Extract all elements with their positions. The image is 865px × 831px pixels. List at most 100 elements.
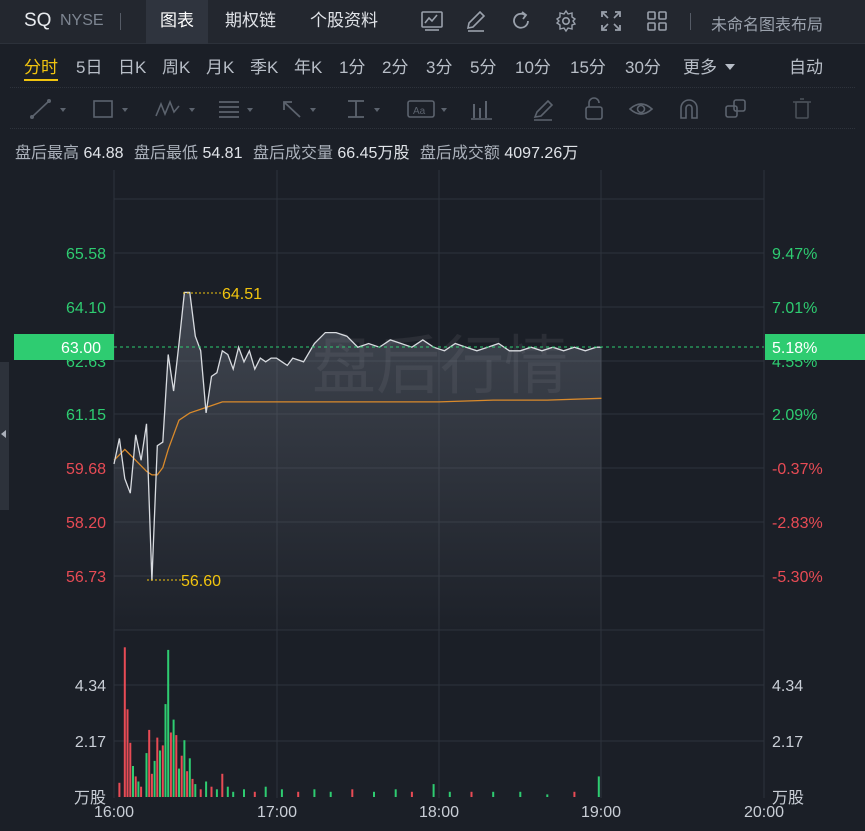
- edit-icon[interactable]: [463, 8, 489, 34]
- volume-bar: [172, 719, 175, 797]
- grid-layout-icon[interactable]: [644, 8, 670, 34]
- chevron-left-icon: [1, 430, 6, 438]
- volume-tick: 4.34: [772, 678, 803, 695]
- fullscreen-icon[interactable]: [598, 8, 624, 34]
- gear-icon[interactable]: [553, 8, 579, 34]
- magnet-icon[interactable]: [675, 96, 705, 122]
- period-yearly[interactable]: 年K: [294, 58, 323, 77]
- chart-settings-icon[interactable]: [419, 8, 445, 34]
- brush-icon[interactable]: [530, 96, 560, 122]
- volume-bar: [470, 791, 473, 797]
- tab-chart[interactable]: 图表: [146, 0, 208, 44]
- time-tick: 19:00: [581, 804, 621, 821]
- rectangle-tool-icon[interactable]: [90, 96, 132, 122]
- fibonacci-tool-icon[interactable]: [215, 96, 257, 122]
- volume-bar: [175, 735, 178, 797]
- price-area-fill: [114, 292, 602, 630]
- side-panel-toggle[interactable]: [0, 362, 9, 510]
- period-30min[interactable]: 30分: [625, 58, 661, 77]
- time-tick: 17:00: [257, 804, 297, 821]
- drawing-toolbar: Aa: [10, 87, 855, 129]
- period-quarterly[interactable]: 季K: [250, 58, 279, 77]
- volume-bar: [159, 750, 161, 797]
- text-tool-icon[interactable]: Aa: [405, 96, 453, 122]
- volume-axis-right: 4.34 2.17 万股: [772, 678, 804, 807]
- right-tick: -0.37%: [772, 461, 823, 478]
- arrow-tool-icon[interactable]: [278, 96, 320, 122]
- more-periods-dropdown[interactable]: 更多: [683, 53, 735, 78]
- volume-bar: [167, 649, 170, 797]
- line-tool-icon[interactable]: [28, 96, 70, 122]
- high-label: 盘后最高: [15, 145, 80, 162]
- volume-bar: [169, 732, 172, 797]
- volume-bar: [123, 647, 126, 797]
- volume-value: 66.45万股: [337, 145, 410, 162]
- volume-bar: [226, 786, 229, 797]
- active-period-indicator: [24, 79, 58, 81]
- tab-options-chain[interactable]: 期权链: [225, 11, 276, 30]
- volume-axis-left: 4.34 2.17 万股: [74, 678, 106, 807]
- layout-name[interactable]: 未命名图表布局: [711, 17, 824, 34]
- volume-unit: 万股: [74, 789, 106, 807]
- volume-bar: [410, 791, 413, 797]
- right-tick: -5.30%: [772, 569, 823, 586]
- ticker-symbol[interactable]: SQ: [24, 10, 52, 31]
- volume-bar: [153, 760, 156, 797]
- volume-bar: [132, 766, 134, 797]
- period-5min[interactable]: 5分: [470, 58, 497, 77]
- indicator-tool-icon[interactable]: [468, 96, 498, 122]
- clone-icon[interactable]: [722, 96, 752, 122]
- volume-bar: [215, 789, 218, 797]
- volume-bar: [145, 753, 148, 797]
- refresh-icon[interactable]: [508, 8, 534, 34]
- period-5day[interactable]: 5日: [76, 58, 103, 77]
- period-10min[interactable]: 10分: [515, 58, 551, 77]
- eye-icon[interactable]: [627, 96, 657, 122]
- auto-scale-toggle[interactable]: 自动: [789, 58, 823, 77]
- period-monthly[interactable]: 月K: [206, 58, 235, 77]
- volume-label: 盘后成交量: [252, 145, 333, 162]
- left-tick: 65.58: [66, 246, 106, 263]
- lock-icon[interactable]: [580, 96, 610, 122]
- right-tick: 9.47%: [772, 246, 817, 263]
- period-3min[interactable]: 3分: [426, 58, 453, 77]
- volume-bar: [150, 773, 153, 797]
- measure-tool-icon[interactable]: [342, 96, 384, 122]
- left-tick: 56.73: [66, 569, 106, 586]
- volume-bar: [126, 709, 129, 797]
- tab-company-profile[interactable]: 个股资料: [310, 11, 378, 30]
- volume-bar: [221, 773, 224, 797]
- left-tick: 59.68: [66, 461, 106, 478]
- left-price-axis: 65.58 64.10 62.63 61.15 59.68 58.20 56.7…: [66, 246, 106, 586]
- time-tick: 16:00: [94, 804, 134, 821]
- period-1min[interactable]: 1分: [339, 58, 366, 77]
- wave-tool-icon[interactable]: [153, 96, 201, 122]
- period-2min[interactable]: 2分: [382, 58, 409, 77]
- period-intraday[interactable]: 分时: [24, 58, 58, 77]
- trash-icon[interactable]: [788, 96, 818, 122]
- volume-bar: [199, 789, 202, 797]
- volume-bar: [573, 791, 576, 797]
- volume-bar: [313, 789, 316, 797]
- after-hours-stats: 盘后最高 64.88 盘后最低 54.81 盘后成交量 66.45万股 盘后成交…: [15, 139, 584, 163]
- volume-bar: [134, 776, 137, 797]
- period-daily[interactable]: 日K: [118, 58, 147, 77]
- chevron-down-icon: [725, 64, 735, 70]
- volume-unit: 万股: [772, 789, 804, 807]
- right-tick: 2.09%: [772, 407, 817, 424]
- volume-bar: [329, 791, 332, 797]
- period-weekly[interactable]: 周K: [162, 58, 191, 77]
- price-line: [113, 291, 602, 581]
- volume-bar: [243, 789, 245, 797]
- volume-tick: 2.17: [75, 734, 106, 751]
- time-axis: 16:00 17:00 18:00 19:00 20:00: [94, 804, 784, 821]
- exchange-label: NYSE: [60, 12, 104, 29]
- volume-bar: [137, 781, 140, 797]
- volume-bar: [178, 768, 180, 797]
- volume-bar: [210, 786, 213, 797]
- volume-bar: [186, 771, 189, 797]
- volume-bar: [232, 791, 235, 797]
- volume-bar: [492, 791, 495, 797]
- period-15min[interactable]: 15分: [570, 58, 606, 77]
